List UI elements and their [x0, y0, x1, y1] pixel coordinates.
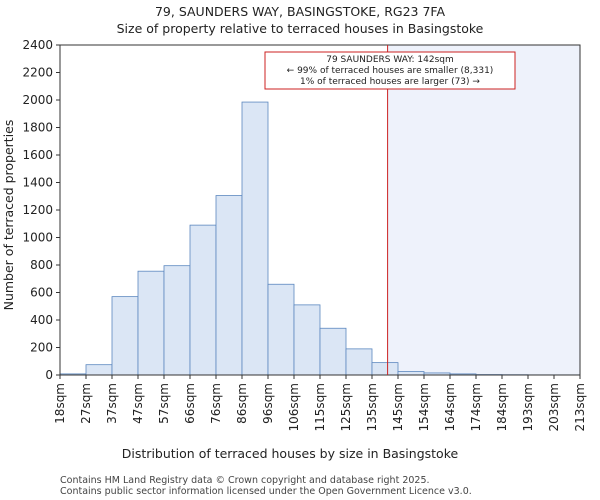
x-tick-label: 57sqm: [157, 383, 171, 424]
bar-86sqm: [241, 101, 269, 376]
y-axis-label: Number of terraced properties: [1, 120, 16, 311]
x-tick-label: 125sqm: [339, 383, 353, 431]
y-tick-label: 2200: [22, 66, 53, 80]
y-tick-label: 1800: [22, 121, 53, 135]
bar-96sqm: [267, 283, 295, 376]
bar-27sqm: [85, 364, 113, 376]
x-axis-label: Distribution of terraced houses by size …: [122, 446, 459, 461]
x-tick-label: 37sqm: [105, 383, 119, 424]
x-tick-label: 115sqm: [313, 383, 327, 431]
x-tick-label: 96sqm: [261, 383, 275, 424]
chart-subtitle: Size of property relative to terraced ho…: [117, 21, 484, 36]
y-tick-label: 1000: [22, 231, 53, 245]
footer-line-1: Contains HM Land Registry data © Crown c…: [60, 475, 430, 486]
bar-125sqm: [345, 348, 373, 376]
marker-annotation: 79 SAUNDERS WAY: 142sqm ← 99% of terrace…: [264, 51, 516, 90]
x-tick-label: 154sqm: [417, 383, 431, 431]
x-tick-label: 47sqm: [131, 383, 145, 424]
bar-135sqm: [371, 362, 399, 376]
y-tick-label: 2000: [22, 93, 53, 107]
footer-line-2: Contains public sector information licen…: [60, 486, 472, 497]
x-tick-label: 135sqm: [365, 383, 379, 431]
bar-37sqm: [111, 296, 139, 376]
annotation-line-2: ← 99% of terraced houses are smaller (8,…: [287, 66, 494, 76]
x-tick-label: 66sqm: [183, 383, 197, 424]
x-tick-label: 86sqm: [235, 383, 249, 424]
x-tick-label: 174sqm: [469, 383, 483, 431]
y-tick-label: 2400: [22, 38, 53, 52]
x-tick-label: 145sqm: [391, 383, 405, 431]
bar-115sqm: [319, 327, 347, 376]
bar-145sqm: [397, 371, 425, 376]
bar-106sqm: [293, 304, 321, 376]
y-tick-label: 400: [30, 313, 53, 327]
y-tick-label: 1400: [22, 176, 53, 190]
y-tick-label: 600: [30, 286, 53, 300]
y-tick-label: 200: [30, 341, 53, 355]
x-tick-label: 76sqm: [209, 383, 223, 424]
annotation-line-3: 1% of terraced houses are larger (73) →: [300, 77, 480, 87]
x-ticks: 18sqm 27sqm 37sqm 47sqm 57sqm 66sqm 76sqm 86sqm…: [53, 375, 587, 431]
x-tick-label: 193sqm: [521, 383, 535, 431]
bar-76sqm: [215, 195, 243, 376]
chart-title: 79, SAUNDERS WAY, BASINGSTOKE, RG23 7FA: [155, 4, 446, 19]
y-tick-label: 0: [45, 368, 53, 382]
bars: [59, 101, 581, 376]
annotation-line-1: 79 SAUNDERS WAY: 142sqm: [326, 55, 454, 65]
x-tick-label: 203sqm: [547, 383, 561, 431]
x-tick-label: 164sqm: [443, 383, 457, 431]
y-tick-label: 1600: [22, 148, 53, 162]
x-tick-label: 18sqm: [53, 383, 67, 424]
bar-47sqm: [137, 270, 165, 376]
annotation-box: [264, 51, 516, 90]
y-ticks: 0 200 400 600 800 1000 1200 1400 1600 1800 2000 220…: [22, 38, 60, 382]
y-tick-label: 1200: [22, 203, 53, 217]
x-tick-label: 27sqm: [79, 383, 93, 424]
highlight-region: [387, 45, 580, 375]
y-tick-label: 800: [30, 258, 53, 272]
x-tick-label: 213sqm: [573, 383, 587, 431]
x-tick-label: 106sqm: [287, 383, 301, 431]
bar-57sqm: [163, 265, 191, 376]
x-tick-label: 184sqm: [495, 383, 509, 431]
bar-66sqm: [189, 224, 217, 376]
